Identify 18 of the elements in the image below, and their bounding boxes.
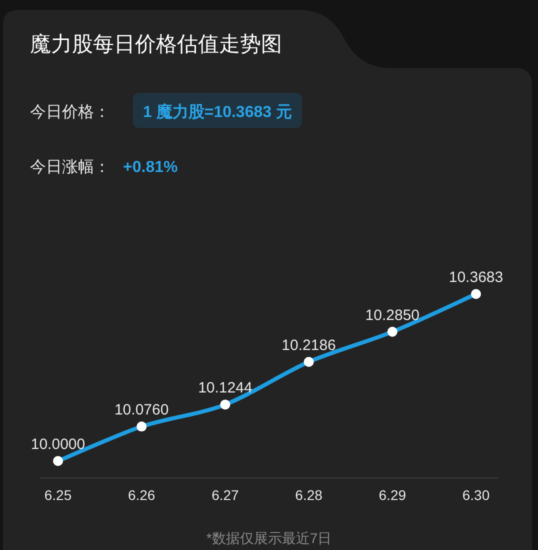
text: *数据仅展示最近7日 [206, 530, 332, 546]
data-label: 10.2186 [282, 336, 336, 354]
data-label: 10.0760 [114, 402, 169, 419]
x-tick-label: 6.29 [378, 487, 406, 503]
x-tick-label: 6.25 [44, 487, 72, 503]
x-tick-label: 6.26 [128, 487, 156, 503]
data-label: 10.2850 [365, 306, 420, 324]
text: 今日涨幅： [30, 158, 110, 176]
data-label: 10.1244 [198, 380, 252, 397]
text: +0.81% [123, 159, 178, 176]
chart-title: 魔力股每日价格估值走势图 [30, 33, 282, 56]
x-tick-label: 6.27 [212, 487, 240, 503]
data-label: 10.0000 [30, 436, 86, 453]
x-tick-label: 6.30 [462, 487, 490, 503]
x-tick-label: 6.28 [295, 487, 323, 503]
text: 今日价格： [30, 104, 110, 121]
text: 1 魔力股=10.3683 元 [143, 103, 292, 121]
data-label: 10.3683 [448, 269, 504, 286]
